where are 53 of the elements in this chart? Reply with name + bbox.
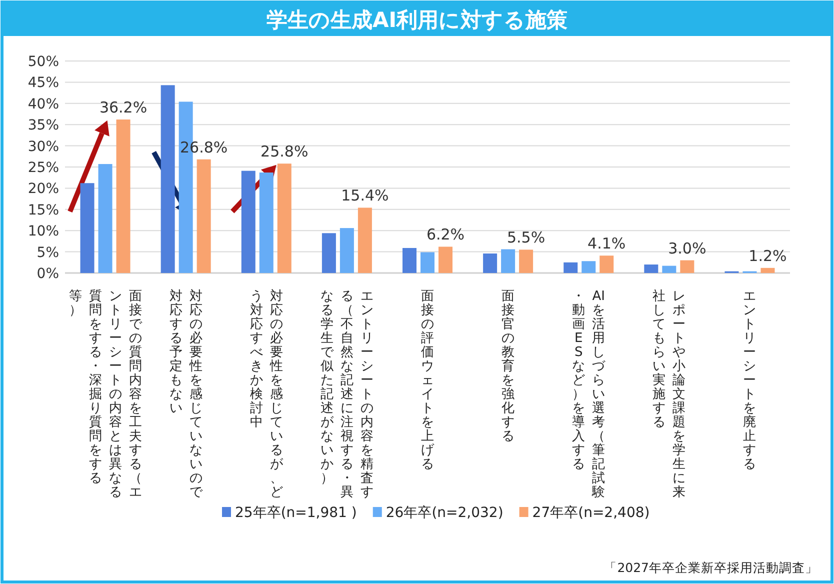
y-tick-label: 15% [28,202,59,218]
x-tick-label: 面接の評価ウェイトを上げる [420,290,434,474]
x-tick-label: エントリーシートの内容を精査する（不自然な記述に注視する・異なる学生で似た記述がないか） [320,290,374,500]
legend-label: 27年卒(n=2,408) [532,505,650,521]
x-tick-label: 面接官の教育を強化する [501,290,516,446]
data-label: 3.0% [668,239,706,258]
bar [196,159,211,273]
y-tick-label: 20% [28,181,59,198]
data-label: 6.2% [426,226,465,244]
bar [582,261,596,273]
bar [402,248,416,273]
bar [519,250,534,273]
text: 「2027年卒企業新卒採用活動調査」 [604,560,818,575]
x-tick-label: AIを活用しづらい選考（筆記試験・動画ESなど）を導入する [572,290,606,500]
y-tick-label: 50% [28,54,59,70]
bar [680,260,694,273]
bar [98,164,112,273]
bar [501,249,516,273]
y-tick-label: 30% [28,138,59,155]
x-tick-label: 対応の必要性を感じていないので対応する予定もない [168,290,203,500]
bar [760,268,775,273]
y-tick-label: 40% [28,96,59,112]
x-tick-label: 面接での質問内容を工夫する（エントリーシートの内容とは異なる質問をする・深掘り質問をする等） [68,290,142,500]
bar [644,264,658,273]
bar [564,262,578,273]
y-tick-label: 5% [36,244,59,261]
data-label: 25.8% [260,142,308,161]
y-tick-label: 45% [28,75,59,92]
legend-label: 26年卒(n=2,032) [386,505,504,521]
chart-title: 学生の生成AI利用に対する施策 [266,8,568,32]
y-tick-label: 25% [28,160,59,176]
data-label: 5.5% [507,228,546,247]
bar [116,120,130,273]
y-tick-label: 10% [28,224,59,240]
y-tick-label: 35% [28,118,59,134]
bar [322,233,336,273]
data-label: 36.2% [99,98,148,117]
bar [438,246,452,273]
bar [277,164,292,273]
bar [358,208,372,273]
x-tick-label: レポートや小論文課題を学生に来社してもらい実施する [652,290,686,500]
data-label: 1.2% [748,246,787,265]
data-label: 15.4% [341,186,389,205]
x-tick-label: エントリーシートを廃止する [742,290,757,474]
bar [662,266,676,273]
bar [600,256,614,273]
data-label: 4.1% [588,234,626,253]
bar [340,228,354,273]
x-tick-label: 対応の必要性を感じているが、どう対応すべきか検討中 [249,290,284,500]
bar [483,253,498,273]
legend-label: 25年卒(n=1,981 ) [235,505,357,521]
y-tick-label: 0% [36,266,59,282]
bar [420,252,434,273]
